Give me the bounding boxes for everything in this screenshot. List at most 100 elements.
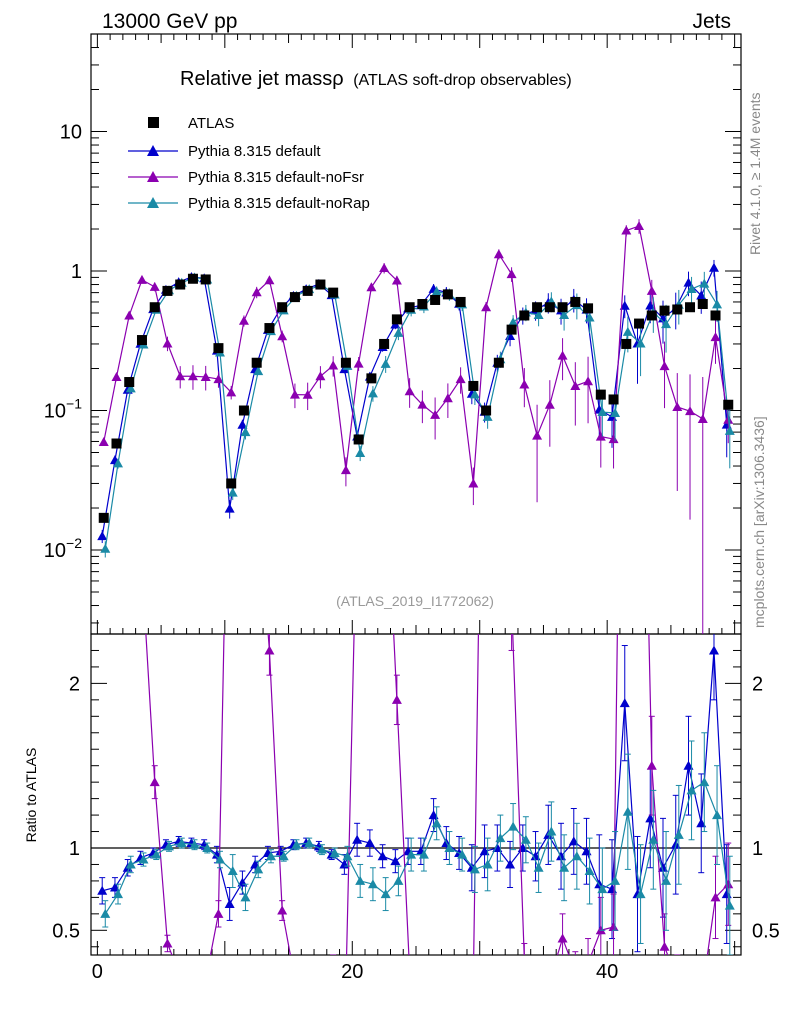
data-point-atlas xyxy=(723,399,734,410)
ratio-point-norap xyxy=(648,834,659,844)
data-point-atlas xyxy=(659,305,670,316)
ratio-line-default xyxy=(102,650,728,906)
ratio-point-norap xyxy=(367,879,378,889)
legend-label-atlas: ATLAS xyxy=(188,115,234,132)
ratio-point-norap xyxy=(329,847,340,857)
x-tick-label: 20 xyxy=(341,961,363,983)
series-point-nofsr xyxy=(710,332,721,342)
ratio-point-norap xyxy=(444,843,455,852)
series-point-nofsr xyxy=(595,431,606,441)
ratio-point-norap xyxy=(673,829,684,839)
ratio-point-nofsr xyxy=(417,976,427,985)
x-tick-label: 0 xyxy=(92,961,103,983)
ratio-ylabel: Ratio to ATLAS xyxy=(23,748,39,843)
data-point-atlas xyxy=(710,310,721,321)
series-point-nofsr xyxy=(226,387,237,397)
ratio-point-nofsr xyxy=(290,975,300,984)
data-point-atlas xyxy=(264,323,275,334)
ratio-point-norap xyxy=(164,841,174,851)
series-point-nofsr xyxy=(98,436,109,446)
data-point-atlas xyxy=(455,296,466,307)
ratio-point-norap xyxy=(393,875,404,885)
series-point-norap xyxy=(584,312,595,322)
ratio-point-nofsr xyxy=(366,267,376,276)
data-point-atlas xyxy=(442,289,453,300)
series-point-default xyxy=(658,313,668,323)
ratio-point-default xyxy=(708,645,719,655)
series-point-nofsr xyxy=(264,275,275,285)
series-point-norap xyxy=(635,338,646,348)
series-point-nofsr xyxy=(417,399,428,409)
legend-marker-nofsr xyxy=(147,171,159,182)
ratio-point-default xyxy=(568,836,579,846)
series-point-nofsr xyxy=(442,393,453,403)
ratio-point-norap xyxy=(661,875,672,885)
data-point-atlas xyxy=(506,324,517,335)
series-point-norap xyxy=(610,407,621,417)
analysis-watermark: (ATLAS_2019_I1772062) xyxy=(336,593,494,609)
legend-label-nofsr: Pythia 8.315 default-noFsr xyxy=(188,169,364,186)
series-point-norap xyxy=(100,543,111,553)
y-tick-label: 1 xyxy=(71,261,82,283)
data-point-atlas xyxy=(277,302,288,313)
ratio-point-nofsr xyxy=(149,777,160,787)
ratio-y-tick-label-right: 0.5 xyxy=(752,920,780,942)
ratio-point-nofsr xyxy=(646,760,657,770)
ratio-point-default xyxy=(364,838,375,848)
series-point-nofsr xyxy=(519,379,530,389)
ratio-y-tick-label-right: 1 xyxy=(752,838,763,860)
series-point-norap xyxy=(253,366,264,376)
ratio-point-norap xyxy=(265,851,276,861)
ratio-point-nofsr xyxy=(201,975,211,984)
data-point-atlas xyxy=(175,279,186,290)
ratio-point-nofsr xyxy=(188,975,198,984)
ratio-point-norap xyxy=(457,849,468,859)
series-point-default xyxy=(645,300,656,310)
series-point-nofsr xyxy=(570,380,581,390)
ratio-point-nofsr xyxy=(379,431,389,440)
series-point-default xyxy=(683,277,694,287)
ratio-y-tick-label-left: 2 xyxy=(69,673,80,695)
ratio-point-norap xyxy=(584,866,595,876)
ratio-point-default xyxy=(581,846,592,856)
data-point-atlas xyxy=(379,338,390,349)
ratio-point-nofsr xyxy=(124,514,134,523)
ratio-point-nofsr xyxy=(481,102,491,111)
ratio-point-nofsr xyxy=(494,20,504,29)
header-left: 13000 GeV pp xyxy=(102,10,237,33)
ratio-point-nofsr xyxy=(557,933,568,943)
data-point-atlas xyxy=(149,302,160,313)
series-point-norap xyxy=(686,284,697,294)
series-point-default xyxy=(97,531,108,541)
ratio-y-tick-label-left: 1 xyxy=(69,838,80,860)
data-point-atlas xyxy=(583,303,594,314)
ratio-point-norap xyxy=(138,854,149,864)
series-point-nofsr xyxy=(697,413,708,423)
ratio-point-nofsr xyxy=(468,975,478,984)
ratio-series-layer xyxy=(97,20,735,985)
data-point-atlas xyxy=(621,338,632,349)
ratio-point-nofsr xyxy=(608,922,619,932)
y-tick-label: 10−1 xyxy=(44,396,82,423)
main-axis-ticks: 10 1 10−1 10−2 xyxy=(44,33,741,634)
data-point-atlas xyxy=(213,343,224,354)
series-point-nofsr xyxy=(379,263,390,273)
mcplots-label: mcplots.cern.ch [arXiv:1306.3436] xyxy=(751,416,767,628)
series-point-norap xyxy=(597,407,608,417)
ratio-point-norap xyxy=(240,892,251,902)
series-point-nofsr xyxy=(391,275,402,285)
ratio-point-norap xyxy=(316,844,327,854)
series-point-nofsr xyxy=(481,302,492,312)
data-point-atlas xyxy=(697,299,708,310)
series-point-nofsr xyxy=(162,338,173,348)
ratio-point-nofsr xyxy=(634,185,644,194)
series-point-nofsr xyxy=(646,285,657,295)
ratio-point-norap xyxy=(406,849,417,859)
ratio-point-norap xyxy=(202,843,213,852)
data-point-atlas xyxy=(608,394,619,405)
data-point-atlas xyxy=(302,285,313,296)
series-point-norap xyxy=(431,286,442,296)
ratio-point-nofsr xyxy=(213,908,224,918)
ratio-point-nofsr xyxy=(328,958,338,967)
